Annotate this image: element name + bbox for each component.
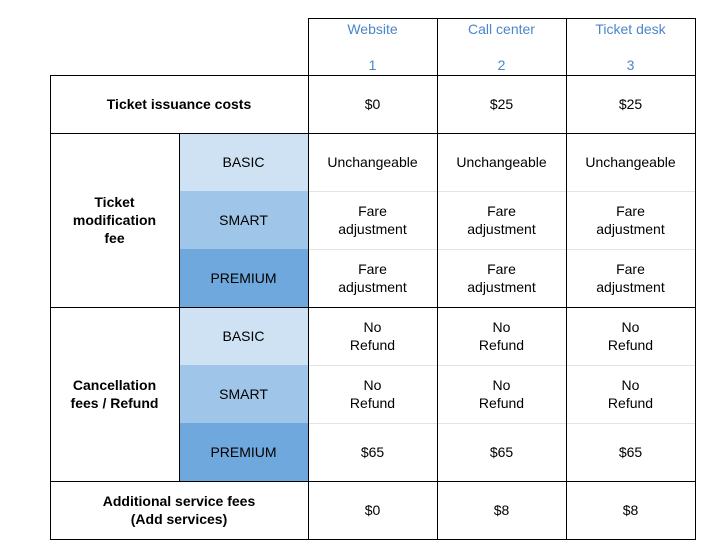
table-cell: Fare adjustment bbox=[596, 261, 665, 295]
grid-line bbox=[308, 365, 695, 366]
table-cell: No Refund bbox=[607, 377, 654, 411]
table-cell: $0 bbox=[364, 502, 381, 518]
row-label-modification: Ticket modification fee bbox=[72, 194, 157, 246]
tier-label-premium: PREMIUM bbox=[179, 423, 308, 481]
table-cell: Unchangeable bbox=[327, 154, 418, 170]
table-cell: Fare adjustment bbox=[338, 203, 407, 237]
table-cell: $0 bbox=[364, 96, 381, 112]
table-cell: $8 bbox=[622, 502, 639, 518]
table-cell: Fare adjustment bbox=[338, 261, 407, 295]
grid-line bbox=[308, 18, 309, 540]
grid-line bbox=[308, 18, 696, 19]
column-header-number: 3 bbox=[626, 56, 635, 73]
table-cell: $8 bbox=[493, 502, 510, 518]
grid-line bbox=[50, 307, 696, 308]
table-cell: $25 bbox=[489, 96, 514, 112]
table-cell: Unchangeable bbox=[585, 154, 676, 170]
table-cell: No Refund bbox=[349, 377, 396, 411]
grid-line bbox=[308, 249, 695, 250]
grid-line bbox=[50, 481, 696, 482]
table-cell: Fare adjustment bbox=[467, 261, 536, 295]
table-cell: No Refund bbox=[349, 319, 396, 353]
column-header-number: 2 bbox=[497, 56, 506, 73]
row-label-issuance: Ticket issuance costs bbox=[106, 96, 252, 112]
column-header-call-center: Call center 2 bbox=[437, 18, 566, 75]
tier-label-smart: SMART bbox=[179, 365, 308, 423]
grid-line bbox=[695, 18, 696, 540]
column-header-number: 1 bbox=[368, 56, 377, 73]
tier-label-smart: SMART bbox=[179, 191, 308, 249]
grid-line bbox=[437, 18, 438, 540]
row-label-cancellation: Cancellation fees / Refund bbox=[70, 377, 159, 411]
row-label-additional: Additional service fees (Add services) bbox=[102, 493, 256, 527]
column-header-name: Call center bbox=[468, 20, 535, 37]
tier-label-premium: PREMIUM bbox=[179, 249, 308, 307]
tier-label-basic: BASIC bbox=[179, 307, 308, 365]
column-header-website: Website 1 bbox=[308, 18, 437, 75]
grid-line bbox=[308, 423, 695, 424]
table-cell: Fare adjustment bbox=[467, 203, 536, 237]
table-cell: $25 bbox=[618, 96, 643, 112]
column-header-name: Ticket desk bbox=[595, 20, 666, 37]
grid-line bbox=[179, 133, 180, 481]
column-header-ticket-desk: Ticket desk 3 bbox=[566, 18, 695, 75]
table-cell: No Refund bbox=[478, 319, 525, 353]
grid-line bbox=[308, 191, 695, 192]
table-cell: $65 bbox=[489, 444, 514, 460]
table-cell: No Refund bbox=[607, 319, 654, 353]
column-header-name: Website bbox=[347, 20, 398, 37]
grid-line bbox=[50, 75, 51, 540]
table-cell: $65 bbox=[618, 444, 643, 460]
grid-line bbox=[50, 133, 696, 134]
tier-label-basic: BASIC bbox=[179, 133, 308, 191]
grid-line bbox=[566, 18, 567, 540]
table-cell: Unchangeable bbox=[456, 154, 547, 170]
table-cell: No Refund bbox=[478, 377, 525, 411]
table-cell: Fare adjustment bbox=[596, 203, 665, 237]
grid-line bbox=[50, 539, 696, 540]
grid-line bbox=[50, 75, 696, 76]
table-cell: $65 bbox=[360, 444, 385, 460]
